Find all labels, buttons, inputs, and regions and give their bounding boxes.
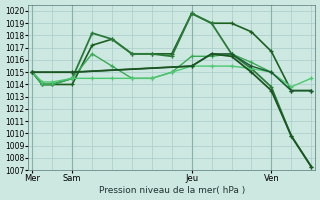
X-axis label: Pression niveau de la mer( hPa ): Pression niveau de la mer( hPa ) bbox=[99, 186, 245, 195]
